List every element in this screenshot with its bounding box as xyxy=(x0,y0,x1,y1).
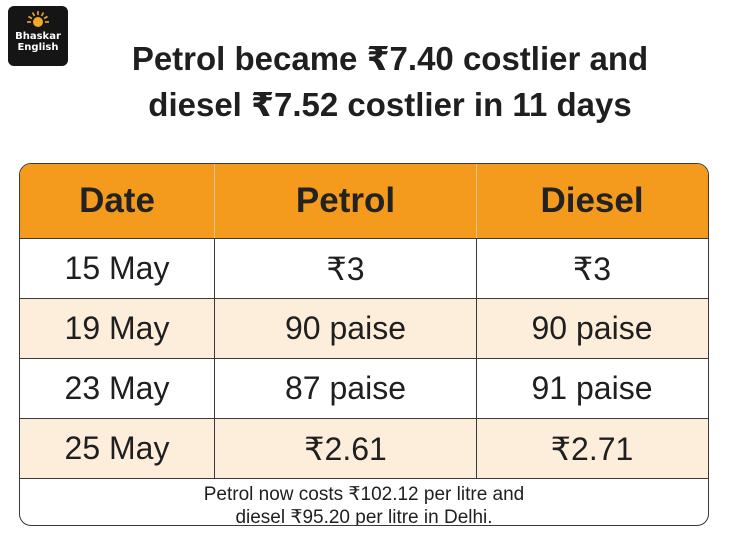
cell-petrol: ₹3 xyxy=(214,239,476,298)
footer-line1: Petrol now costs ₹102.12 per litre and xyxy=(203,484,525,505)
bhaskar-english-logo: Bhaskar English xyxy=(8,6,68,66)
header-diesel: Diesel xyxy=(476,164,707,238)
cell-diesel: 90 paise xyxy=(476,299,707,358)
logo-text-line2: English xyxy=(17,42,59,53)
cell-diesel: ₹3 xyxy=(476,239,707,298)
price-hike-table: Date Petrol Diesel 15 May ₹3 ₹3 19 May 9… xyxy=(19,163,709,526)
cell-petrol: 90 paise xyxy=(214,299,476,358)
header-date: Date xyxy=(79,181,155,220)
title-line1: Petrol became ₹7.40 costlier and xyxy=(131,40,649,77)
page-title: Petrol became ₹7.40 costlier and diesel … xyxy=(70,36,710,128)
footer-line2: diesel ₹95.20 per litre in Delhi. xyxy=(235,507,493,526)
sun-icon xyxy=(27,11,49,27)
logo-text-line1: Bhaskar xyxy=(15,31,61,42)
cell-date: 23 May xyxy=(64,370,170,406)
cell-diesel: 91 paise xyxy=(476,359,707,418)
cell-diesel: ₹2.71 xyxy=(476,419,707,478)
table-footer-note: Petrol now costs ₹102.12 per litre and d… xyxy=(20,478,708,526)
table-row: 15 May ₹3 ₹3 xyxy=(20,238,708,298)
table-header-row: Date Petrol Diesel xyxy=(20,164,708,238)
cell-petrol: 87 paise xyxy=(214,359,476,418)
table-row: 19 May 90 paise 90 paise xyxy=(20,298,708,358)
table-row: 23 May 87 paise 91 paise xyxy=(20,358,708,418)
table-row: 25 May ₹2.61 ₹2.71 xyxy=(20,418,708,478)
cell-date: 19 May xyxy=(64,310,170,346)
cell-petrol: ₹2.61 xyxy=(214,419,476,478)
cell-date: 25 May xyxy=(64,430,170,466)
header-petrol: Petrol xyxy=(214,164,476,238)
title-line2: diesel ₹7.52 costlier in 11 days xyxy=(148,86,632,123)
cell-date: 15 May xyxy=(64,250,170,286)
